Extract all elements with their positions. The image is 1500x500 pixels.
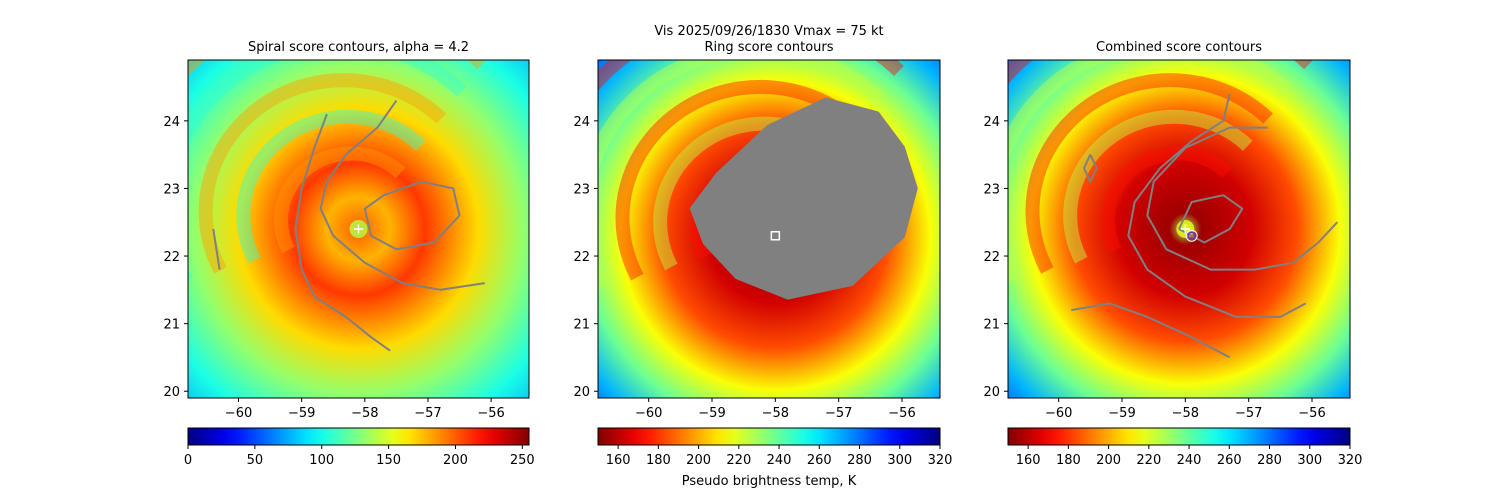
x-tick-label: −59 [698,406,725,421]
axes-frame [597,59,941,399]
contour-line [212,228,221,270]
colorbar: 160 180 200 220 240 260 280 300 320 Pseudo bright… [597,427,953,489]
contour-line [363,180,461,251]
colorbar-tick-label: 180 [1056,453,1081,468]
colorbar-tick-label: 160 [1016,453,1041,468]
contour-line [1071,302,1231,359]
center-circle-marker [1187,231,1197,241]
colorbar-tick-label: 300 [887,453,912,468]
image-field [598,60,940,398]
contour-line [1127,93,1307,318]
colorbar-gradient [597,427,941,446]
axes-frame [1007,59,1351,399]
x-tick-label: −60 [635,406,662,421]
x-tick-label: −59 [288,406,315,421]
panel-title: Combined score contours [1096,40,1262,55]
colorbar-tick-label: 150 [376,453,401,468]
x-tick-label: −60 [1045,406,1072,421]
contour-line [1178,194,1244,244]
y-tick-label: 23 [163,182,180,197]
colorbar-tick-label: 200 [686,453,711,468]
colorbar-gradient [187,427,530,446]
ring-contour-region [690,97,918,300]
center-plus-marker [1180,224,1190,234]
y-tick-label: 22 [983,250,1000,265]
x-tick-label: −59 [1108,406,1135,421]
panel-1: Spiral score contours, alpha = 4.2 −60 −59… [163,40,535,468]
colorbar-tick-label: 250 [510,453,535,468]
panel-2: Ring score contours −60 −59 −58 −57 −56 20 21 22… [573,40,953,489]
y-tick-label: 23 [573,182,590,197]
center-circle-marker-halo [1185,229,1198,242]
y-tick-label: 20 [163,385,180,400]
colorbar-tick-label: 220 [726,453,751,468]
colorbar-tick-label: 280 [1257,453,1282,468]
panel-3: Combined score contours −60 −59 −58 −57 −56 20… [983,40,1363,468]
x-tick-label: −58 [1172,406,1199,421]
y-tick-label: 21 [983,318,1000,333]
colorbar-tick-label: 240 [1177,453,1202,468]
y-tick-label: 23 [983,182,1000,197]
colorbar: 0 50 100 150 200 250 [184,427,535,468]
x-tick-label: −58 [762,406,789,421]
y-tick-label: 21 [573,318,590,333]
x-tick-label: −60 [225,406,252,421]
colorbar-tick-label: 240 [767,453,792,468]
colorbar-tick-label: 300 [1297,453,1322,468]
colorbar-tick-label: 50 [247,453,264,468]
y-tick-label: 20 [983,385,1000,400]
panel-title: Spiral score contours, alpha = 4.2 [248,40,469,55]
center-square-marker [770,231,781,241]
y-tick-label: 22 [163,250,180,265]
colorbar-tick-label: 100 [309,453,334,468]
figure-suptitle: Vis 2025/09/26/1830 Vmax = 75 kt [654,24,883,39]
colorbar-tick-label: 160 [606,453,631,468]
image-field [1008,60,1350,398]
colorbar-tick-label: 260 [807,453,832,468]
y-tick-label: 24 [163,115,180,130]
y-tick-label: 24 [983,115,1000,130]
contour-line [1146,126,1339,271]
colorbar-tick-label: 320 [1338,453,1363,468]
colorbar-tick-label: 200 [1096,453,1121,468]
contour-line [294,113,391,352]
colorbar-tick-label: 220 [1136,453,1161,468]
colorbar-tick-label: 0 [184,453,192,468]
colorbar-tick-label: 180 [646,453,671,468]
center-plus-marker [354,224,363,234]
y-tick-label: 22 [573,250,590,265]
colorbar-tick-label: 200 [443,453,468,468]
image-field [188,60,529,398]
colorbar-tick-label: 260 [1217,453,1242,468]
colorbar-label: Pseudo brightness temp, K [682,474,857,489]
x-tick-label: −56 [477,406,504,421]
colorbar-tick-label: 280 [847,453,872,468]
x-tick-label: −57 [825,406,852,421]
colorbar-tick-label: 320 [928,453,953,468]
y-tick-label: 20 [573,385,590,400]
panel-title: Ring score contours [704,40,833,55]
x-tick-label: −57 [414,406,441,421]
y-tick-label: 21 [163,318,180,333]
x-tick-label: −57 [1235,406,1262,421]
axes-frame [187,59,530,399]
contour-line [1083,154,1098,183]
x-tick-label: −56 [888,406,915,421]
colorbar-gradient [1007,427,1351,446]
contour-line [319,100,485,291]
y-tick-label: 24 [573,115,590,130]
colorbar: 160 180 200 220 240 260 280 300 320 [1007,427,1363,468]
x-tick-label: −56 [1298,406,1325,421]
x-tick-label: −58 [351,406,378,421]
